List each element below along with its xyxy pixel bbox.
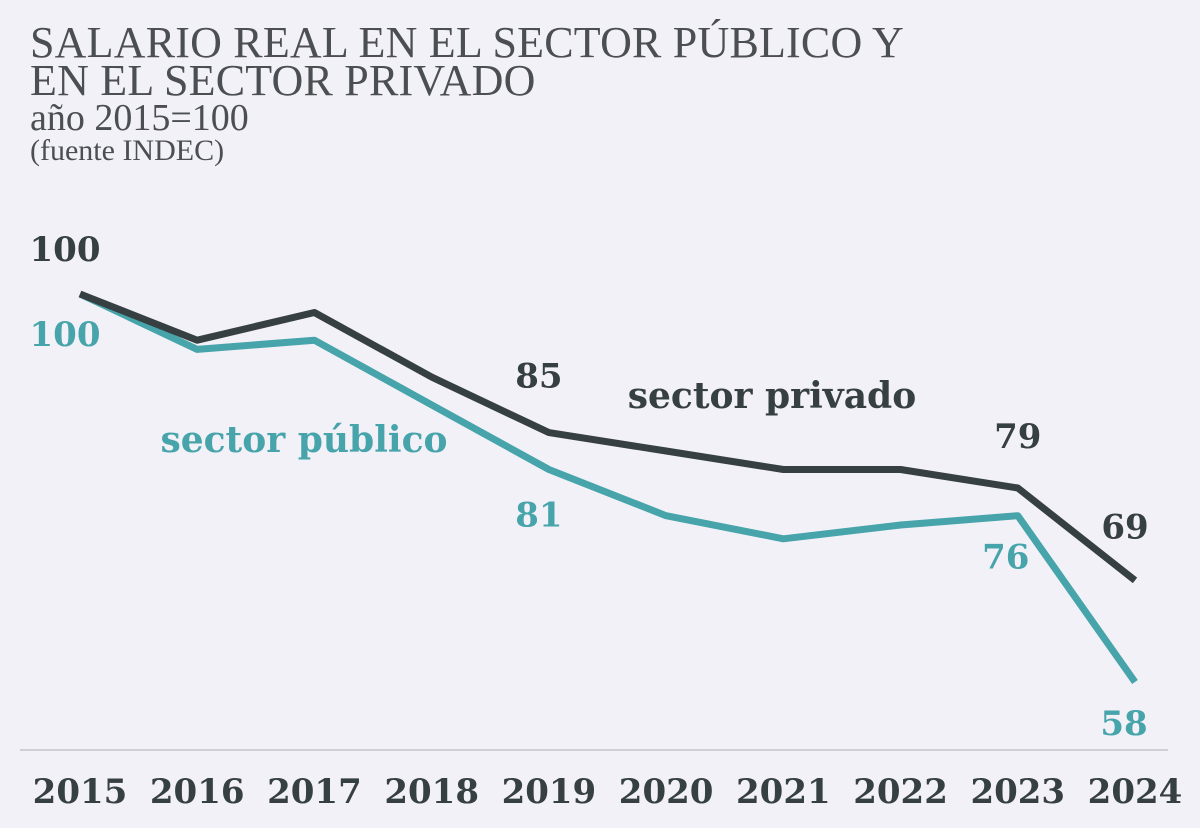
x-tick-label-2020: 2020 — [619, 772, 714, 812]
chart-header: SALARIO REAL EN EL SECTOR PÚBLICO Y EN E… — [30, 18, 904, 167]
x-tick-label-2024: 2024 — [1088, 772, 1183, 812]
data-label-privado-2015: 100 — [30, 230, 101, 270]
series-name-privado: sector privado — [628, 375, 916, 417]
x-tick-label-2023: 2023 — [970, 772, 1065, 812]
x-tick-label-2022: 2022 — [853, 772, 948, 812]
data-label-publico-2015: 100 — [30, 315, 101, 355]
x-axis-tick-labels: 2015 2016 2017 2018 2019 2020 2021 2022 2023 2024 — [33, 772, 1183, 812]
data-labels: 100 85 79 69 100 81 76 58 — [30, 230, 1149, 744]
chart-source: (fuente INDEC) — [30, 134, 225, 167]
chart-title-line-1: SALARIO REAL EN EL SECTOR PÚBLICO Y — [30, 18, 904, 67]
data-label-publico-2024: 58 — [1100, 704, 1147, 744]
data-label-privado-2019: 85 — [515, 357, 562, 397]
data-label-publico-2019: 81 — [515, 496, 562, 536]
x-tick-label-2021: 2021 — [736, 772, 831, 812]
chart-subtitle: año 2015=100 — [30, 97, 249, 139]
data-label-privado-2023: 79 — [994, 417, 1041, 457]
x-tick-label-2017: 2017 — [267, 772, 362, 812]
x-tick-label-2019: 2019 — [502, 772, 597, 812]
series-line-publico — [78, 290, 1138, 685]
series-lines — [78, 290, 1138, 685]
series-name-publico: sector público — [160, 419, 447, 461]
data-label-publico-2023: 76 — [982, 538, 1029, 578]
x-tick-label-2016: 2016 — [150, 772, 245, 812]
chart-title-line-2: EN EL SECTOR PRIVADO — [30, 56, 536, 105]
series-names: sector privado sector público — [160, 375, 916, 461]
x-tick-label-2015: 2015 — [33, 772, 128, 812]
x-tick-label-2018: 2018 — [384, 772, 479, 812]
series-line-privado — [78, 290, 1138, 584]
data-label-privado-2024: 69 — [1101, 507, 1148, 547]
